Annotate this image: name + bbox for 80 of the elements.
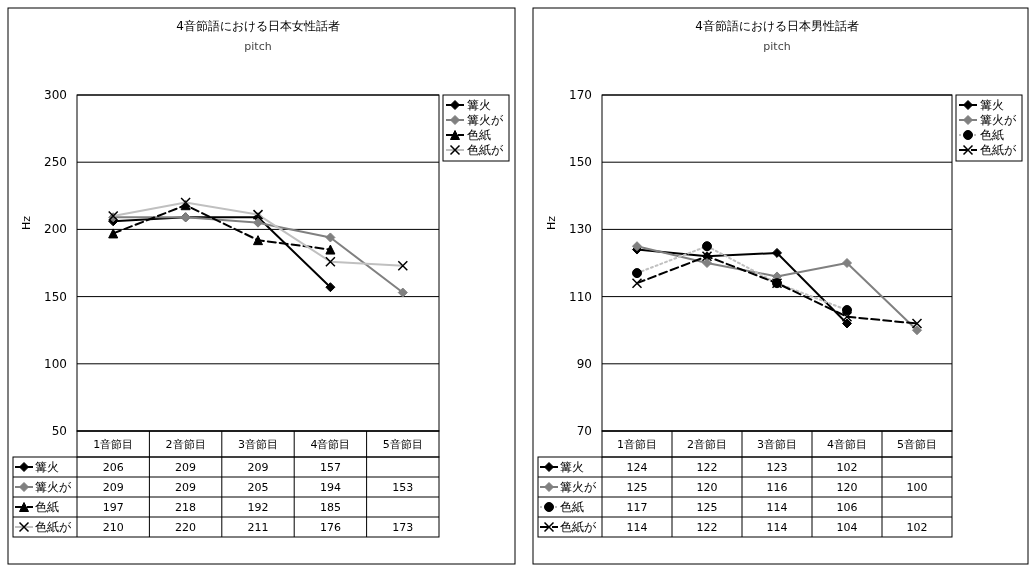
text: 篝火 — [980, 98, 1004, 112]
y-tick-label: 150 — [569, 155, 592, 170]
data-label: 122 — [696, 521, 718, 534]
y-tick-label: 200 — [44, 222, 67, 237]
legend-label: 色紙が — [467, 143, 504, 157]
y-axis-title: Hz — [20, 215, 33, 231]
data-label: 157 — [319, 461, 341, 474]
data-label: 209 — [102, 481, 124, 494]
data-label: 122 — [696, 461, 718, 474]
text: 篝火 — [35, 460, 59, 474]
x-tick-label: 2音節目 — [687, 438, 727, 451]
data-label: 206 — [102, 461, 124, 474]
data-label: 185 — [319, 501, 341, 514]
y-tick-label: 170 — [569, 88, 592, 102]
y-axis-title: Hz — [545, 215, 558, 231]
y-tick-label: 110 — [569, 289, 592, 304]
y-tick-label: 100 — [44, 356, 67, 371]
x-tick-label: 4音節目 — [310, 438, 351, 451]
data-label: 194 — [319, 481, 341, 494]
data-label: 123 — [766, 461, 788, 474]
x-tick-label: 2音節目 — [165, 438, 206, 451]
chart-subtitle: pitch — [244, 40, 272, 53]
data-label: 210 — [102, 521, 124, 534]
chart-title: 4音節語における日本男性話者 — [695, 19, 859, 33]
data-label: 102 — [836, 461, 858, 474]
data-label: 124 — [626, 461, 648, 474]
y-tick-label: 130 — [569, 222, 592, 237]
legend-label: 色紙が — [980, 143, 1017, 157]
text: 篝火が — [35, 480, 71, 494]
legend-label: 色紙 — [467, 128, 491, 142]
x-tick-label: 1音節目 — [93, 438, 134, 451]
data-label: 209 — [175, 461, 197, 474]
data-label: 106 — [836, 501, 858, 514]
legend-label: 篝火が — [980, 113, 1017, 127]
y-tick-label: 90 — [576, 356, 592, 371]
data-label: 209 — [175, 481, 197, 494]
data-label: 117 — [626, 501, 648, 514]
data-label: 209 — [247, 461, 269, 474]
text: 色紙 — [35, 500, 59, 514]
x-tick-label: 5音節目 — [382, 438, 423, 451]
chart-title: 4音節語における日本女性話者 — [176, 19, 340, 33]
data-label: 205 — [247, 481, 269, 494]
chart-subtitle: pitch — [763, 40, 791, 53]
y-tick-label: 300 — [44, 88, 67, 102]
text: 色紙 — [560, 500, 584, 514]
legend-label: 色紙 — [980, 128, 1004, 142]
x-tick-label: 3音節目 — [238, 438, 278, 451]
y-tick-label: 50 — [51, 424, 67, 438]
data-label: 125 — [626, 481, 648, 494]
data-label: 120 — [696, 481, 718, 494]
legend-label: 篝火 — [467, 98, 491, 112]
data-label: 100 — [906, 481, 928, 494]
data-label: 116 — [766, 481, 788, 494]
y-tick-label: 250 — [44, 155, 67, 170]
data-label: 176 — [319, 521, 341, 534]
data-label: 211 — [247, 521, 269, 534]
text: 色紙が — [560, 520, 596, 534]
data-label: 125 — [696, 501, 718, 514]
data-label: 192 — [247, 501, 269, 514]
y-tick-label: 150 — [44, 289, 67, 304]
data-label: 104 — [836, 521, 858, 534]
data-label: 197 — [102, 501, 124, 514]
data-label: 120 — [836, 481, 858, 494]
data-label: 220 — [175, 521, 197, 534]
data-label: 173 — [392, 521, 414, 534]
data-label: 114 — [766, 501, 788, 514]
data-label: 114 — [766, 521, 788, 534]
text: 篝火が — [560, 480, 596, 494]
x-tick-label: 3音節目 — [757, 438, 797, 451]
legend-label: 篝火が — [467, 113, 504, 127]
data-label: 102 — [906, 521, 928, 534]
text: 色紙が — [35, 520, 71, 534]
x-tick-label: 1音節目 — [617, 438, 657, 451]
data-label: 153 — [392, 481, 414, 494]
data-label: 218 — [175, 501, 197, 514]
x-tick-label: 5音節目 — [897, 438, 937, 451]
x-tick-label: 4音節目 — [827, 438, 867, 451]
y-tick-label: 70 — [576, 424, 592, 438]
legend-label: 篝火 — [560, 460, 584, 474]
data-label: 114 — [626, 521, 648, 534]
